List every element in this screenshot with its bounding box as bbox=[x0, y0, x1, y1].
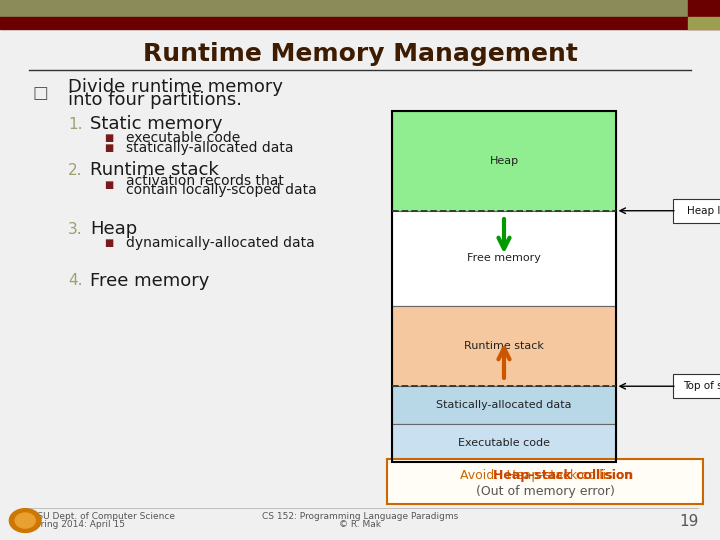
Bar bbox=[392, 424, 616, 462]
Text: © R. Mak: © R. Mak bbox=[339, 521, 381, 529]
Text: activation records that: activation records that bbox=[126, 174, 284, 188]
Text: 2.: 2. bbox=[68, 163, 83, 178]
Bar bbox=[392, 211, 616, 306]
Text: Statically-allocated data: Statically-allocated data bbox=[436, 400, 572, 410]
Text: Executable code: Executable code bbox=[458, 438, 550, 448]
Text: Top of stack: Top of stack bbox=[683, 381, 720, 391]
Bar bbox=[392, 306, 616, 386]
Text: Avoid:  Heap-stack collision: Avoid: Heap-stack collision bbox=[459, 469, 631, 482]
Bar bbox=[688, 17, 720, 29]
Text: Heap limit: Heap limit bbox=[688, 206, 720, 216]
Text: Static memory: Static memory bbox=[90, 115, 222, 133]
Bar bbox=[0, 0, 720, 18]
Text: ■: ■ bbox=[104, 133, 114, 143]
Text: Heap: Heap bbox=[490, 156, 518, 166]
FancyBboxPatch shape bbox=[387, 459, 703, 504]
Bar bbox=[392, 111, 616, 211]
Text: ■: ■ bbox=[104, 238, 114, 248]
Text: executable code: executable code bbox=[126, 131, 240, 145]
Text: Spring 2014: April 15: Spring 2014: April 15 bbox=[29, 521, 125, 529]
Text: Runtime Memory Management: Runtime Memory Management bbox=[143, 42, 577, 66]
Text: Divide runtime memory: Divide runtime memory bbox=[68, 78, 284, 97]
Text: into four partitions.: into four partitions. bbox=[68, 91, 243, 109]
Text: ■: ■ bbox=[104, 180, 114, 190]
Text: Heap-stack collision: Heap-stack collision bbox=[458, 469, 633, 482]
Text: SJSU Dept. of Computer Science: SJSU Dept. of Computer Science bbox=[29, 512, 175, 521]
Text: 1.: 1. bbox=[68, 117, 83, 132]
Circle shape bbox=[9, 509, 41, 532]
Text: (Out of memory error): (Out of memory error) bbox=[476, 485, 615, 498]
Text: statically-allocated data: statically-allocated data bbox=[126, 141, 294, 155]
FancyBboxPatch shape bbox=[673, 374, 720, 398]
Text: 4.: 4. bbox=[68, 273, 83, 288]
Text: Free memory: Free memory bbox=[467, 253, 541, 263]
Text: dynamically-allocated data: dynamically-allocated data bbox=[126, 236, 315, 250]
Text: Runtime stack: Runtime stack bbox=[90, 161, 219, 179]
Text: CS 152: Programming Language Paradigms: CS 152: Programming Language Paradigms bbox=[262, 512, 458, 521]
Circle shape bbox=[15, 513, 35, 528]
Text: Heap: Heap bbox=[90, 220, 138, 239]
Bar bbox=[688, 0, 720, 18]
Text: Free memory: Free memory bbox=[90, 272, 210, 290]
Bar bbox=[392, 386, 616, 424]
Text: Runtime stack: Runtime stack bbox=[464, 341, 544, 351]
Bar bbox=[0, 17, 720, 29]
Text: 3.: 3. bbox=[68, 222, 83, 237]
Text: 19: 19 bbox=[679, 514, 698, 529]
FancyBboxPatch shape bbox=[673, 199, 720, 222]
Text: contain locally-scoped data: contain locally-scoped data bbox=[126, 183, 317, 197]
Text: □: □ bbox=[32, 84, 48, 102]
Text: ■: ■ bbox=[104, 143, 114, 153]
Bar bbox=[392, 111, 616, 462]
